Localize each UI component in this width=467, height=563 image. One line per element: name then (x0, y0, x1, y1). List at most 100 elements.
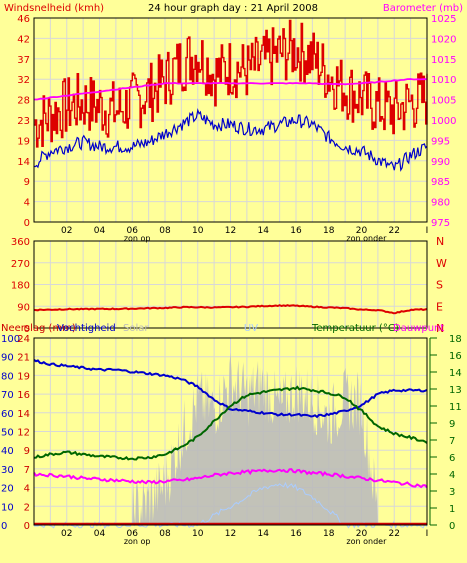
x-tick-label: I (426, 226, 429, 236)
barometer-tick-label: 1005 (431, 96, 456, 107)
temperature-tick-label: 3 (449, 487, 455, 498)
x-tick-label: 22 (389, 529, 400, 539)
x-tick-label: 18 (323, 226, 335, 236)
temperature-tick-label: 13 (449, 385, 462, 396)
barometer-tick-label: 1010 (431, 75, 456, 86)
wind-axis-title: Windsnelheid (kmh) (4, 3, 104, 14)
x-tick-label: 06 (127, 529, 139, 539)
humidity-tick-label: 40 (1, 446, 14, 457)
humidity-tick-label: 30 (1, 465, 14, 476)
x-tick-label: 20 (356, 226, 368, 236)
solar-series (34, 352, 427, 525)
wind-tick-label: 32 (17, 75, 30, 86)
x-tick-label: 18 (323, 529, 335, 539)
barometer-tick-label: 995 (431, 136, 450, 147)
barometer-axis-title: Barometer (mb) (383, 3, 463, 14)
rain-tick-label: 24 (17, 334, 30, 345)
humidity-tick-label: 0 (1, 521, 7, 532)
rain-tick-label: 21 (17, 353, 30, 364)
wind-tick-label: 0 (24, 218, 30, 229)
wind-tick-label: 23 (17, 116, 30, 127)
direction-tick-label: 270 (11, 259, 30, 270)
wind-direction-series (33, 304, 428, 315)
wind-speed-series (34, 19, 428, 148)
humidity-tick-label: 10 (1, 502, 14, 513)
rain-axis-title: Neerslag (mm) (1, 323, 76, 334)
wind-tick-label: 14 (17, 157, 30, 168)
rain-tick-label: 19 (17, 371, 30, 382)
barometer-tick-label: 990 (431, 157, 450, 168)
x-tick-label: 08 (159, 529, 171, 539)
x-tick-label: 14 (258, 529, 270, 539)
rain-tick-label: 9 (24, 446, 30, 457)
temperature-tick-label: 6 (449, 453, 455, 464)
panel3-frame (33, 337, 428, 526)
rain-tick-label: 7 (24, 465, 30, 476)
rain-tick-label: 4 (24, 484, 30, 495)
temperature-tick-label: 1 (449, 504, 455, 515)
temperature-series (33, 385, 428, 461)
temperature-tick-label: 7 (449, 436, 455, 447)
temperature-tick-label: 4 (449, 470, 455, 481)
x-tick-label: 14 (258, 226, 270, 236)
wind-gust-series (33, 107, 428, 172)
x-tick-label: 12 (225, 529, 236, 539)
x-tick-label: 16 (290, 529, 302, 539)
rain-tick-label: 14 (17, 409, 30, 420)
humidity-tick-label: 90 (1, 353, 14, 364)
barometer-tick-label: 1020 (431, 34, 456, 45)
chart-title: 24 hour graph day : 21 April 2008 (148, 3, 318, 14)
direction-tick-label: 0 (24, 324, 30, 335)
temperature-tick-label: 16 (449, 351, 462, 362)
wind-tick-label: 9 (24, 177, 30, 188)
x-tick-label: 08 (159, 226, 171, 236)
humidity-tick-label: 70 (1, 390, 14, 401)
solar-axis-title: Solar (123, 323, 149, 334)
wind-tick-label: 4 (24, 198, 30, 209)
temperature-axis-title: Temperatuur (°C) (311, 323, 399, 334)
sunset-label: zon onder (346, 234, 387, 243)
temperature-tick-label: 18 (449, 334, 462, 345)
barometer-tick-label: 1000 (431, 116, 456, 127)
humidity-tick-label: 50 (1, 428, 14, 439)
x-tick-label: 12 (225, 226, 236, 236)
wind-tick-label: 37 (17, 55, 30, 66)
barometer-tick-label: 1015 (431, 55, 456, 66)
barometer-tick-label: 1025 (431, 14, 456, 25)
humidity-series (33, 358, 428, 419)
x-tick-label: 02 (61, 226, 72, 236)
x-tick-label: 20 (356, 529, 368, 539)
barometer-tick-label: 985 (431, 177, 450, 188)
sunrise-label: zon op (124, 234, 151, 243)
rain-tick-label: 0 (24, 521, 30, 532)
direction-tick-label: 360 (11, 237, 30, 248)
temperature-tick-label: 9 (449, 419, 455, 430)
temperature-tick-label: 11 (449, 402, 462, 413)
rain-tick-label: 2 (24, 502, 30, 513)
sunset-label: zon onder (346, 537, 387, 546)
x-tick-label: 06 (127, 226, 139, 236)
barometer-series (34, 78, 428, 101)
x-tick-label: 10 (192, 529, 204, 539)
uv-axis-title: UV (244, 323, 258, 334)
rain-tick-label: 12 (17, 428, 30, 439)
temperature-tick-label: 14 (449, 368, 462, 379)
x-tick-label: 02 (61, 529, 72, 539)
barometer-tick-label: 975 (431, 218, 450, 229)
humidity-tick-label: 100 (1, 334, 20, 345)
rain-tick-label: 16 (17, 390, 30, 401)
x-tick-label: I (426, 529, 429, 539)
compass-tick-label: E (436, 300, 443, 313)
humidity-tick-label: 20 (1, 484, 14, 495)
temperature-tick-label: 0 (449, 521, 455, 532)
humidity-tick-label: 60 (1, 409, 14, 420)
compass-tick-label: N (436, 322, 444, 335)
wind-tick-label: 42 (17, 34, 30, 45)
wind-tick-label: 19 (17, 136, 30, 147)
direction-tick-label: 90 (17, 302, 30, 313)
x-tick-label: 04 (94, 226, 106, 236)
wind-tick-label: 46 (17, 14, 30, 25)
x-tick-label: 10 (192, 226, 204, 236)
